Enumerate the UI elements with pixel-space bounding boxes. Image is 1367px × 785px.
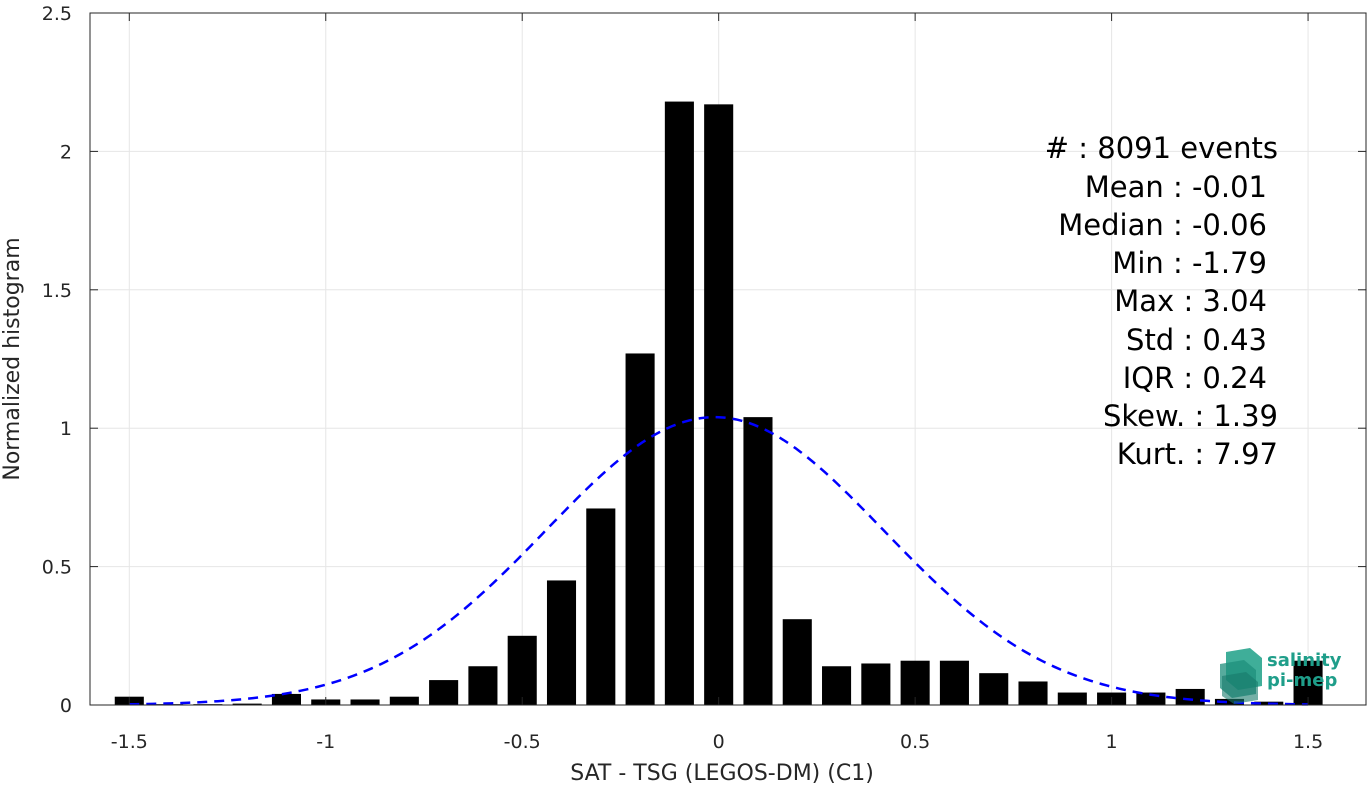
- x-axis-label: SAT - TSG (LEGOS-DM) (C1): [570, 761, 874, 785]
- x-tick-label: -1.5: [111, 731, 148, 753]
- stat-mean: Mean : -0.01: [1085, 170, 1267, 204]
- x-tick-label: 0.5: [900, 731, 930, 753]
- salinity-pimep-logo: salinity pi-mep: [1220, 648, 1342, 704]
- histogram-bar: [232, 703, 262, 705]
- logo-icon: [1220, 648, 1262, 704]
- histogram-bar: [350, 699, 380, 705]
- stat-min: Min : -1.79: [1112, 246, 1267, 280]
- stat-std: Std : 0.43: [1126, 323, 1267, 357]
- axis-ticks: [90, 12, 1366, 706]
- histogram-bar: [271, 693, 301, 705]
- y-tick-label: 1: [60, 418, 72, 440]
- histogram-bar: [468, 666, 498, 705]
- x-tick-label: 0: [713, 731, 725, 753]
- stat-median: Median : -0.06: [1058, 208, 1267, 242]
- histogram-bar: [704, 104, 734, 706]
- logo-text-pimep: pi-mep: [1267, 670, 1337, 691]
- logo-text-salinity: salinity: [1267, 650, 1342, 671]
- histogram-bar: [1057, 692, 1087, 705]
- histogram-bar: [429, 680, 459, 705]
- x-tick-label: -1: [316, 731, 335, 753]
- y-tick-label: 1.5: [42, 280, 72, 302]
- stat-kurt: Kurt. : 7.97: [1117, 437, 1278, 471]
- histogram-bar: [743, 417, 773, 705]
- x-tick-label: 1: [1106, 731, 1118, 753]
- stat-events: # : 8091 events: [1045, 131, 1278, 165]
- y-tick-label: 2: [60, 141, 72, 163]
- histogram-bar: [389, 696, 419, 705]
- histogram-bar: [1018, 681, 1048, 705]
- y-tick-labels: 0 0.5 1 1.5 2 2.5: [42, 3, 72, 717]
- y-tick-label: 2.5: [42, 3, 72, 25]
- histogram-bar: [507, 635, 537, 705]
- x-tick-labels: -1.5 -1 -0.5 0 0.5 1 1.5: [111, 731, 1323, 753]
- histogram-bar: [979, 673, 1009, 705]
- stat-iqr: IQR : 0.24: [1123, 361, 1267, 395]
- histogram-bar: [586, 508, 616, 705]
- histogram-bar: [822, 666, 852, 705]
- histogram-bar: [1214, 698, 1245, 705]
- histogram-bar: [1175, 688, 1205, 705]
- stat-max: Max : 3.04: [1114, 284, 1267, 318]
- histogram-bar: [625, 353, 655, 705]
- statistics-annotation: # : 8091 events Mean : -0.01 Median : -0…: [1045, 131, 1278, 471]
- histogram-bars: [114, 101, 1323, 706]
- histogram-bar: [664, 101, 694, 706]
- histogram-bar: [861, 663, 891, 705]
- gaussian-fit-curve: [129, 415, 1309, 706]
- y-tick-label: 0.5: [42, 557, 72, 579]
- stat-skew: Skew. : 1.39: [1103, 399, 1278, 433]
- y-axis-label: Normalized histogram: [0, 237, 25, 480]
- histogram-bar: [782, 619, 812, 705]
- histogram-bar: [546, 580, 577, 705]
- axes-box: [89, 12, 1367, 706]
- x-tick-label: 1.5: [1293, 731, 1323, 753]
- histogram-bar: [939, 660, 969, 705]
- y-tick-label: 0: [60, 695, 72, 717]
- x-tick-label: -0.5: [504, 731, 541, 753]
